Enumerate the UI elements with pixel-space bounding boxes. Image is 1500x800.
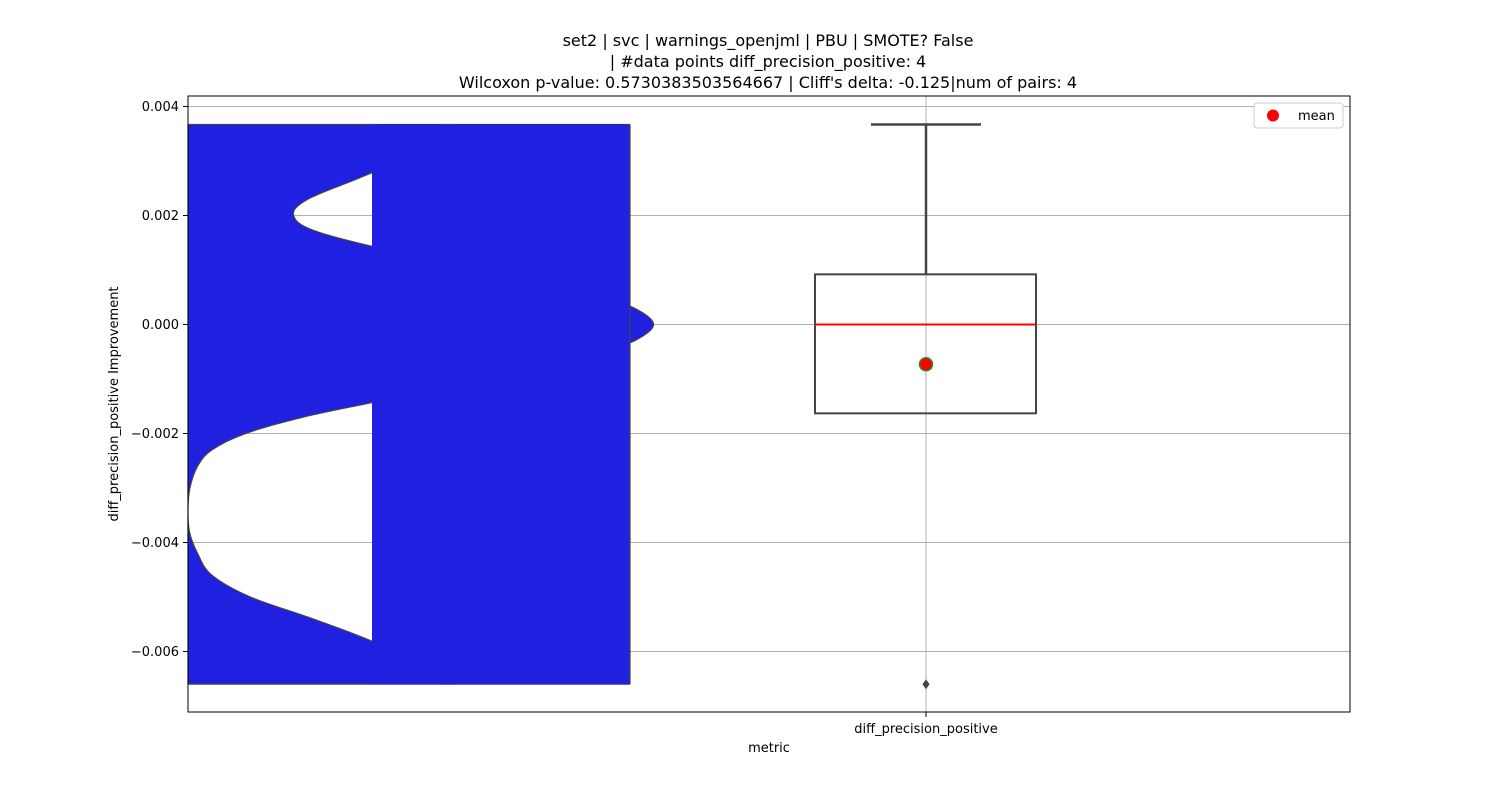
box-plot xyxy=(814,123,1037,690)
plot-frame xyxy=(187,95,1351,713)
y-axis: 0.004 0.002 0.000 −0.002 −0.004 −0.006 xyxy=(131,100,188,660)
y-tick-label: −0.002 xyxy=(131,427,179,442)
x-axis: diff_precision_positive xyxy=(854,712,998,737)
legend-mean-label: mean xyxy=(1298,109,1335,124)
chart-title-line-2: | #data points diff_precision_positive: … xyxy=(610,52,926,72)
outlier-marker xyxy=(922,679,930,690)
legend-box xyxy=(1253,102,1344,129)
x-axis-label: metric xyxy=(748,741,790,756)
y-axis-label: diff_precision_positive Improvement xyxy=(107,286,122,521)
y-tick-label: 0.002 xyxy=(142,209,179,224)
y-tick-label: −0.004 xyxy=(131,536,179,551)
y-tick-label: 0.004 xyxy=(142,100,179,115)
y-tick-label: 0.000 xyxy=(142,318,179,333)
box-iqr xyxy=(814,273,1037,415)
y-tick-label: −0.006 xyxy=(131,645,179,660)
x-tick-label: diff_precision_positive xyxy=(854,722,997,737)
violin-fill-block xyxy=(372,124,630,685)
chart-title-line-3: Wilcoxon p-value: 0.5730383503564667 | C… xyxy=(459,73,1077,92)
chart-title-line-1: set2 | svc | warnings_openjml | PBU | SM… xyxy=(563,31,974,51)
legend: mean xyxy=(1253,102,1344,129)
legend-mean-marker xyxy=(1267,109,1279,122)
mean-marker xyxy=(918,357,934,372)
violin-layer xyxy=(187,123,655,685)
